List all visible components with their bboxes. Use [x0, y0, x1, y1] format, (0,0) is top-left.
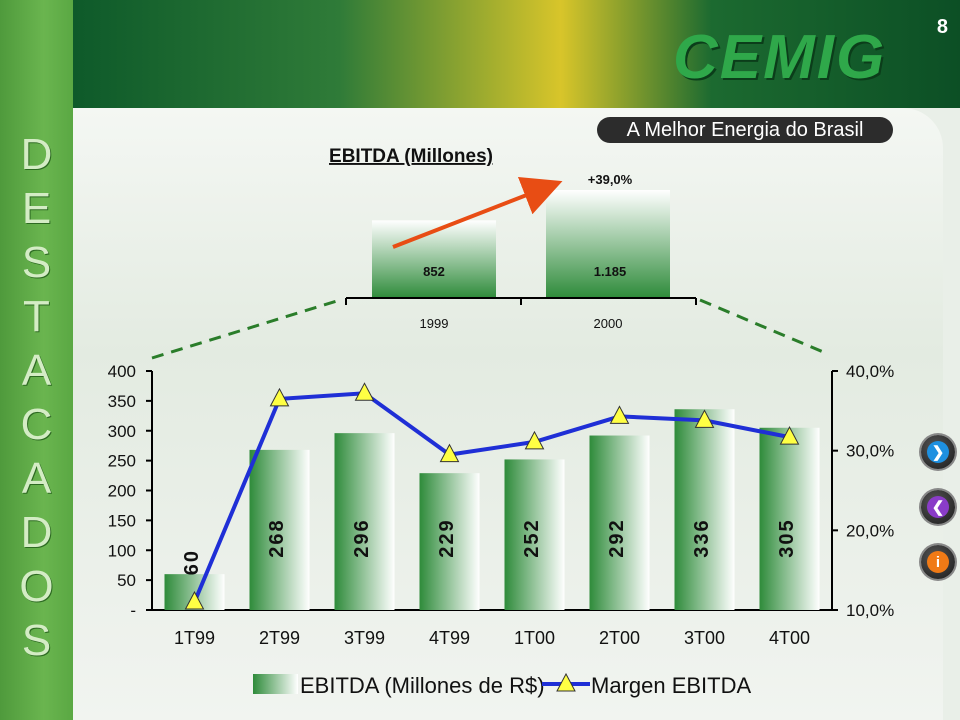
annual-value-label: 1.185: [594, 264, 627, 279]
ebitda-value-label: 292: [606, 518, 628, 557]
category-label: 1T00: [514, 628, 555, 648]
legend-bar-swatch: [253, 674, 298, 694]
annual-chart: EBITDA (Millones) 852 1999 1.185 2000 +39,0%: [151, 146, 829, 360]
ebitda-value-label: 305: [776, 518, 798, 557]
sidebar-letter: D: [20, 508, 53, 557]
left-tick-label: 200: [108, 482, 136, 501]
legend-line-marker: [556, 672, 576, 692]
margin-line: [192, 391, 790, 603]
ebitda-bar: [504, 459, 565, 610]
annual-category-label: 2000: [594, 316, 623, 331]
category-label: 4T99: [429, 628, 470, 648]
ebitda-bar: [334, 433, 395, 610]
info-button[interactable]: i: [921, 545, 955, 579]
next-icon: ❯: [927, 441, 949, 463]
right-tick-label: 10,0%: [846, 601, 894, 620]
category-label: 3T00: [684, 628, 725, 648]
ebitda-value-label: 252: [521, 518, 543, 557]
left-tick-label: 250: [108, 452, 136, 471]
margin-point: [439, 443, 460, 463]
sidebar-letter: A: [21, 454, 52, 503]
chart-title: EBITDA (Millones): [329, 146, 493, 167]
category-label: 1T99: [174, 628, 215, 648]
back-button[interactable]: ❮: [921, 490, 955, 524]
left-tick-label: 400: [108, 362, 136, 381]
zoom-dashed-left: [151, 298, 341, 360]
category-label: 4T00: [769, 628, 810, 648]
left-tick-label: -: [130, 601, 136, 620]
sidebar-letter: A: [21, 346, 52, 395]
sidebar-letter: D: [20, 130, 53, 179]
tagline: A Melhor Energia do Brasil: [597, 117, 893, 143]
sidebar-letter: E: [21, 184, 52, 233]
info-icon: i: [927, 551, 949, 573]
left-tick-label: 150: [108, 511, 136, 530]
ebitda-value-label: 229: [436, 518, 458, 557]
header-banner: 8 CEMIG: [73, 0, 960, 108]
annual-category-label: 1999: [420, 316, 449, 331]
margin-point: [779, 426, 800, 445]
sidebar-letter: S: [21, 238, 52, 287]
sidebar-letter: S: [21, 616, 52, 665]
ebitda-bar: [589, 435, 650, 610]
margin-point: [269, 387, 290, 407]
ebitda-value-label: 336: [691, 518, 713, 557]
growth-annotation: +39,0%: [588, 172, 633, 187]
next-button[interactable]: ❯: [921, 435, 955, 469]
category-label: 2T99: [259, 628, 300, 648]
right-tick-label: 30,0%: [846, 442, 894, 461]
margin-point: [609, 405, 630, 424]
cemig-logo: CEMIG: [673, 23, 887, 92]
legend-line-label: Margen EBITDA: [591, 673, 751, 698]
left-tick-label: 300: [108, 422, 136, 441]
ebitda-bar: [249, 449, 310, 610]
zoom-dashed-right: [699, 298, 829, 356]
margin-point: [524, 430, 545, 450]
ebitda-value-label: 268: [266, 518, 288, 557]
quarterly-chart: - 50 100 150 200 250 300 350 400 10,0% 20,0% 30,0% 4…: [108, 362, 895, 698]
right-tick-label: 20,0%: [846, 521, 894, 540]
left-tick-label: 100: [108, 541, 136, 560]
ebitda-bar: [674, 409, 735, 610]
sidebar-letter: C: [20, 400, 53, 449]
left-tick-label: 50: [117, 571, 136, 590]
content-area: [73, 108, 943, 720]
growth-arrow: [392, 176, 563, 249]
slide-number: 8: [936, 16, 948, 38]
ebitda-value-label: 60: [181, 549, 203, 575]
right-tick-label: 40,0%: [846, 362, 894, 381]
left-tick-label: 350: [108, 392, 136, 411]
ebitda-bar: [419, 473, 480, 610]
sidebar-letter: T: [23, 292, 50, 341]
category-label: 3T99: [344, 628, 385, 648]
annual-bar: [372, 220, 496, 298]
back-icon: ❮: [927, 496, 949, 518]
sidebar-letter: O: [19, 562, 54, 611]
ebitda-value-label: 296: [351, 518, 373, 557]
annual-value-label: 852: [423, 264, 445, 279]
margin-point: [184, 590, 205, 610]
margin-point: [694, 409, 715, 428]
legend-bar-label: EBITDA (Millones de R$): [300, 673, 545, 698]
category-label: 2T00: [599, 628, 640, 648]
annual-bar: [546, 190, 670, 298]
ebitda-bar: [759, 427, 820, 610]
margin-point: [354, 382, 375, 401]
